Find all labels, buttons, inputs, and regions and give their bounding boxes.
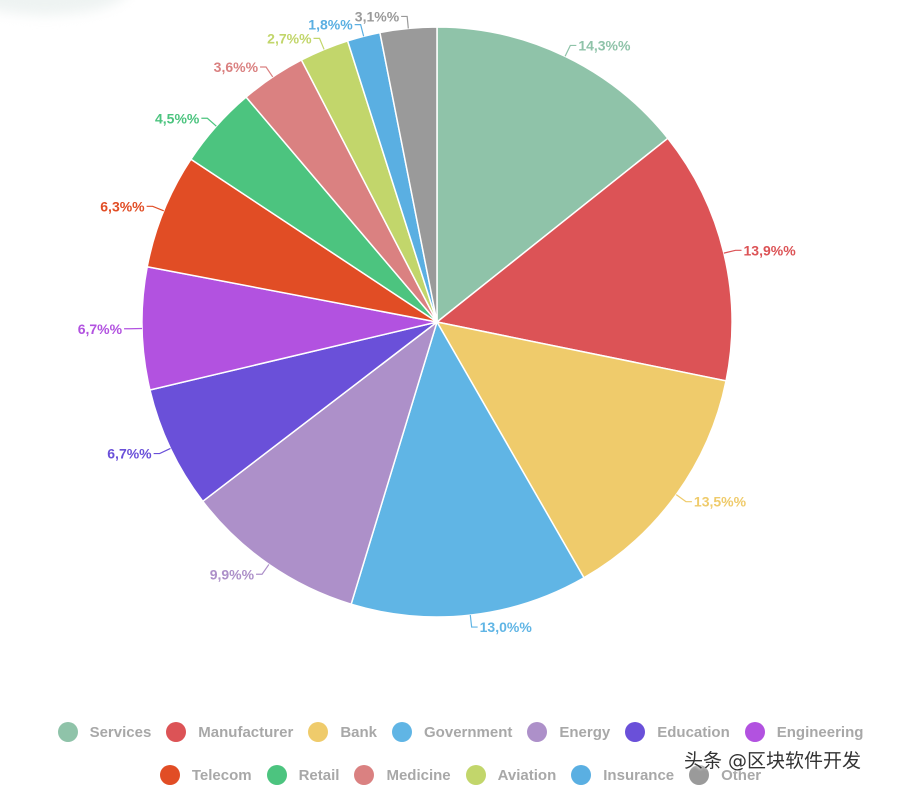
leader-line-government <box>469 615 478 628</box>
pie-slice-government <box>350 320 585 618</box>
legend-dot-icon <box>689 765 710 785</box>
legend-dot-icon <box>527 722 548 742</box>
leader-line-retail <box>201 117 217 127</box>
slice-label-engineering: 6,7%% <box>78 321 123 337</box>
leader-line-services <box>564 44 577 57</box>
legend-item-engineering[interactable]: Engineering <box>744 721 864 743</box>
legend-label: Aviation <box>497 766 557 784</box>
pie-slice-services <box>436 26 669 324</box>
legend-label: Energy <box>559 723 611 741</box>
legend-item-other[interactable]: Other <box>689 764 761 786</box>
leader-line-insurance <box>354 24 365 37</box>
legend-dot-icon <box>57 722 78 742</box>
legend-row-1: Services Manufacturer Bank Government Energy… <box>0 721 921 743</box>
legend-item-aviation[interactable]: Aviation <box>465 764 557 786</box>
slice-label-manufacturer: 13,9%% <box>744 242 797 258</box>
legend-item-education[interactable]: Education <box>625 721 730 743</box>
legend-label: Engineering <box>776 723 864 741</box>
slice-labels: 14,3%% 13,9%% 13,5%% 13,0%% 9,9%% 6,7%% 6,7%% 6… <box>78 8 796 635</box>
legend-dot-icon <box>354 765 375 785</box>
legend-label: Insurance <box>603 766 675 784</box>
legend-dot-icon <box>625 722 646 742</box>
legend-item-telecom[interactable]: Telecom <box>159 764 252 786</box>
slice-label-education: 6,7%% <box>107 446 152 462</box>
legend-item-insurance[interactable]: Insurance <box>571 764 674 786</box>
slice-label-energy: 9,9%% <box>210 566 255 582</box>
legend-dot-icon <box>392 722 413 742</box>
legend-item-retail[interactable]: Retail <box>266 764 340 786</box>
legend-item-manufacturer[interactable]: Manufacturer <box>166 721 293 743</box>
legend-dot-icon <box>166 722 187 742</box>
slice-label-bank: 13,5%% <box>694 494 747 510</box>
legend-label: Manufacturer <box>198 723 294 741</box>
legend-item-services[interactable]: Services <box>57 721 152 743</box>
legend-label: Other <box>721 766 762 784</box>
legend-dot-icon <box>308 722 329 742</box>
pie-slice-education <box>149 321 438 503</box>
pie-slice-telecom <box>146 158 438 323</box>
leader-line-bank <box>675 494 692 503</box>
slice-label-aviation: 2,7%% <box>267 30 312 46</box>
slice-label-other: 3,1%% <box>355 8 400 24</box>
legend-label: Government <box>424 723 513 741</box>
legend-label: Bank <box>340 723 378 741</box>
leader-line-education <box>153 447 171 455</box>
leader-line-other <box>401 15 409 29</box>
pie-chart: 14,3%% 13,9%% 13,5%% 13,0%% 9,9%% 6,7%% 6,7%% 6… <box>78 8 796 635</box>
watermark: 头条 @区块软件开发 <box>684 750 862 772</box>
legend-label: Education <box>657 723 730 741</box>
pie-slice-other <box>379 26 438 323</box>
legend-dot-icon <box>159 765 180 785</box>
leader-line-energy <box>256 564 270 575</box>
leader-line-aviation <box>313 37 325 50</box>
slice-label-medicine: 3,6%% <box>214 59 259 75</box>
legend-item-energy[interactable]: Energy <box>527 721 610 743</box>
legend-dot-icon <box>571 765 592 785</box>
leader-line-medicine <box>260 66 274 78</box>
leader-line-telecom <box>146 205 164 212</box>
legend-row-2: Telecom Retail Medicine Aviation Insurance Ot… <box>0 764 921 786</box>
legend-label: Telecom <box>191 766 252 784</box>
legend-item-bank[interactable]: Bank <box>308 721 377 743</box>
legend-dot-icon <box>266 765 287 785</box>
slice-label-insurance: 1,8%% <box>308 17 353 33</box>
slice-label-services: 14,3%% <box>578 37 631 53</box>
legend-item-medicine[interactable]: Medicine <box>354 764 451 786</box>
pie-slice-energy <box>201 319 439 606</box>
slice-label-retail: 4,5%% <box>155 110 200 126</box>
slice-label-telecom: 6,3%% <box>100 198 145 214</box>
pie-slice-engineering <box>141 265 438 391</box>
pie-slice-manufacturer <box>435 137 733 382</box>
slice-label-government: 13,0%% <box>480 619 533 635</box>
legend-label: Retail <box>298 766 340 784</box>
legend-label: Services <box>89 723 152 741</box>
pie-slices <box>141 26 733 618</box>
label-leader-lines <box>124 15 742 628</box>
leader-line-manufacturer <box>723 249 742 254</box>
legend-item-government[interactable]: Government <box>392 721 512 743</box>
legend-dot-icon <box>465 765 486 785</box>
legend-label: Medicine <box>386 766 451 784</box>
legend-dot-icon <box>744 722 765 742</box>
